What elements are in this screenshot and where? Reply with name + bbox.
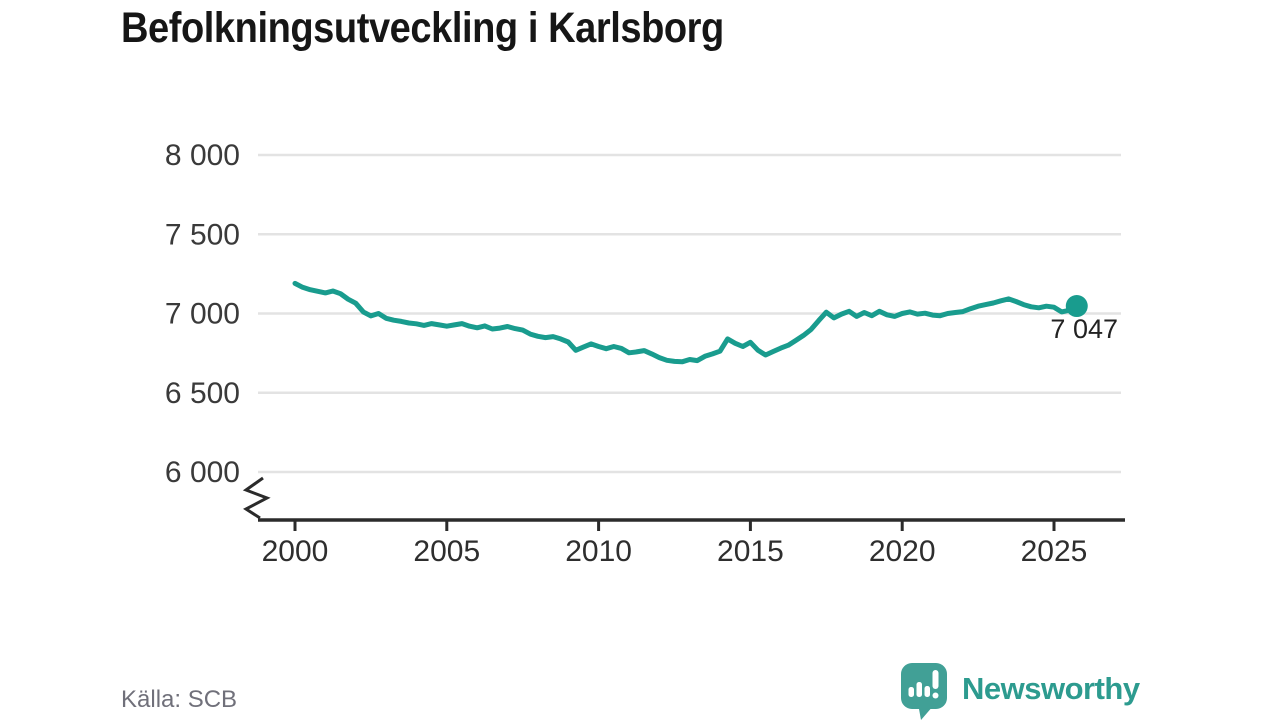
y-axis-tick-label: 6 500 [165, 377, 240, 410]
logo-bar-1 [908, 687, 914, 697]
logo-exclamation-dot [932, 692, 939, 699]
newsworthy-logo: Newsworthy [901, 663, 1140, 720]
y-axis-tick-label: 7 500 [165, 218, 240, 251]
x-axis-tick-label: 2010 [565, 535, 632, 568]
y-axis-tick-label: 7 000 [165, 298, 240, 331]
x-axis-tick-label: 2005 [413, 535, 480, 568]
x-axis-tick-label: 2025 [1021, 535, 1088, 568]
source-note: Källa: SCB [121, 686, 238, 713]
x-axis-tick-label: 2015 [717, 535, 784, 568]
y-axis-tick-label: 6 000 [165, 456, 240, 489]
x-axis-tick-label: 2020 [869, 535, 936, 568]
latest-value-label: 7 047 [1050, 314, 1118, 344]
population-line [292, 280, 1080, 365]
logo-bar-3 [924, 686, 930, 697]
latest-value-dot [1065, 295, 1088, 318]
logo-bar-2 [916, 682, 922, 697]
page-title: Befolkningsutveckling i Karlsborg [121, 4, 724, 52]
y-axis-tick-label: 8 000 [165, 139, 240, 172]
logo-exclamation-bar [932, 670, 939, 689]
newsworthy-bubble-icon [901, 663, 947, 720]
newsworthy-wordmark: Newsworthy [962, 671, 1140, 706]
y-axis-break [242, 476, 271, 520]
x-axis-tick-label: 2000 [262, 535, 329, 568]
